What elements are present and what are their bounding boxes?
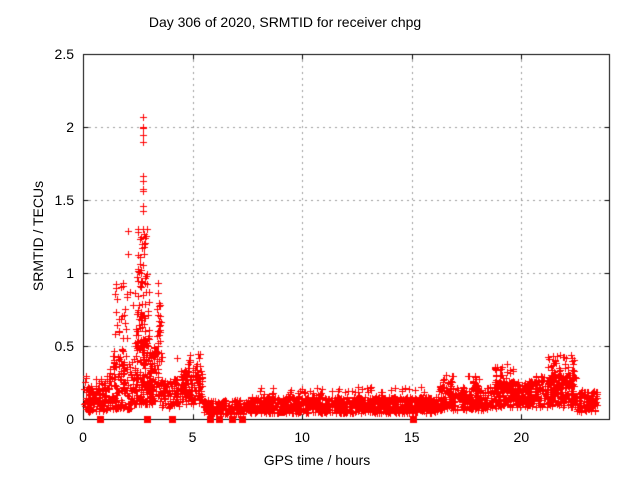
x-tick-label: 5 [188, 429, 197, 445]
x-tick-label: 20 [513, 429, 530, 445]
x-tick-label: 10 [294, 429, 310, 445]
y-tick-label: 2.5 [54, 46, 74, 62]
x-axis-label: GPS time / hours [263, 452, 371, 468]
y-tick-label: 0.5 [54, 338, 74, 354]
x-tick-label: 15 [403, 429, 420, 445]
y-tick-label: 2 [66, 119, 74, 135]
y-tick-label: 1 [66, 265, 74, 281]
chart-title: Day 306 of 2020, SRMTID for receiver chp… [148, 14, 422, 30]
y-tick-label: 0 [66, 411, 74, 427]
y-tick-label: 1.5 [54, 192, 74, 208]
x-tick-label: 0 [79, 429, 87, 445]
